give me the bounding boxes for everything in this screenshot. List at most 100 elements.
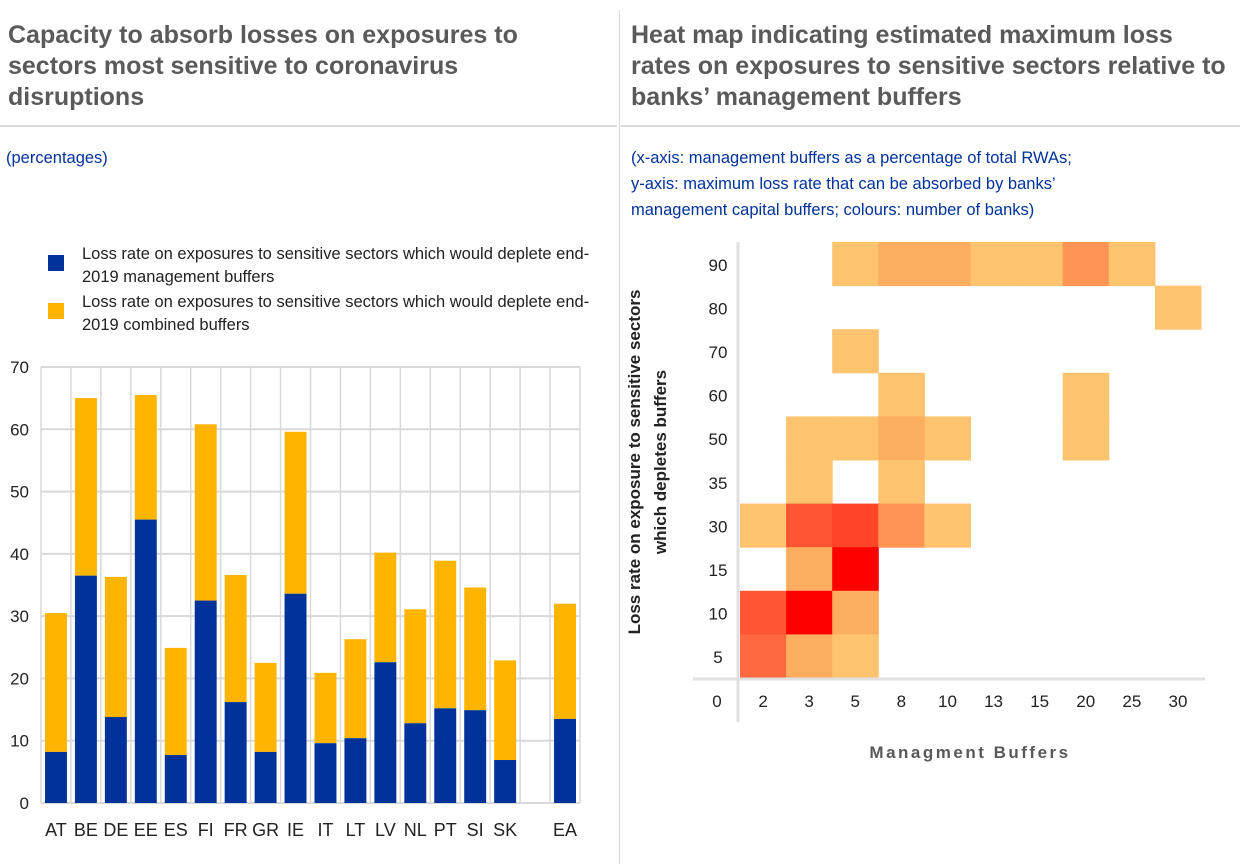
x-tick-label: SI [467,820,484,840]
heatmap-cell [970,242,1018,287]
bar-combined-buffers [134,395,157,520]
bar-management-buffers [224,702,247,803]
heatmap-cell [832,416,879,461]
heatmap-cell [924,416,971,461]
right-title: Heat map indicating estimated maximum lo… [631,21,1226,111]
bar-management-buffers [404,723,427,803]
x-tick-label: 3 [804,692,813,711]
x-tick-label: NL [404,820,427,840]
bar-management-buffers [74,575,97,803]
y-tick-label: 20 [10,669,29,688]
x-tick-label: 5 [851,692,860,711]
bar-management-buffers [194,600,217,803]
bar-combined-buffers [434,560,457,709]
bar-management-buffers [134,519,157,803]
heatmap-cell [878,242,925,287]
divider [619,10,620,864]
heatmap-cell [786,590,833,635]
x-tick-label: 13 [984,692,1003,711]
heatmap-cell [832,503,879,548]
y-tick-label: 70 [709,343,728,362]
heatmap-cell [832,242,879,287]
heatmap-cell [832,547,879,592]
x-tick-label: FI [198,820,214,840]
bar-combined-buffers [45,613,67,752]
heatmap-cell [832,590,879,635]
bar-management-buffers [374,662,397,803]
bar-combined-buffers [464,587,487,711]
bar-management-buffers [254,751,277,803]
y-tick-label: 80 [709,299,728,318]
x-tick-label: 30 [1168,692,1187,711]
x-tick-label: LT [346,820,366,840]
bar-combined-buffers [74,398,97,576]
x-axis-title: Managment Buffers [869,743,1070,762]
bar-management-buffers [554,718,576,803]
x-tick-label: IT [317,820,333,840]
heatmap-cell [924,242,971,287]
heatmap-cell [1016,242,1064,287]
heatmap-cell [786,460,833,505]
right-subtitle: (x-axis: management buffers as a percent… [631,145,1072,223]
origin-label: 0 [712,692,721,711]
heatmap-cell [832,634,879,679]
y-axis-title-line: Loss rate on exposure to sensitive secto… [625,290,644,635]
bar-combined-buffers [284,431,307,594]
x-tick-label: 25 [1122,692,1141,711]
legend-swatch [48,255,64,271]
bar-management-buffers [464,710,487,803]
bar-management-buffers [164,755,187,803]
bar-combined-buffers [314,672,337,744]
bar-combined-buffers [194,424,217,601]
heatmap-cell [740,590,787,635]
y-tick-label: 35 [709,474,728,493]
heatmap-cell [878,460,925,505]
legend: Loss rate on exposures to sensitive sect… [48,243,608,339]
x-tick-label: 20 [1076,692,1095,711]
heatmap-cell [1108,242,1156,287]
y-tick-label: 70 [10,358,29,377]
x-tick-label: SK [493,820,517,840]
heatmap-cell [924,503,971,548]
x-tick-label: 10 [938,692,957,711]
bar-management-buffers [494,760,517,803]
heatmap-cell [1062,372,1110,417]
x-tick-label: BE [74,820,98,840]
heatmap-cell [878,372,925,417]
bar-combined-buffers [554,603,576,719]
x-tick-label: DE [103,820,128,840]
x-tick-label: PT [434,820,457,840]
divider [0,125,617,127]
bar-combined-buffers [254,662,277,752]
heatmap-cell [786,547,833,592]
legend-label: Loss rate on exposures to sensitive sect… [82,245,590,286]
x-tick-label: 2 [758,692,767,711]
bar-management-buffers [344,738,367,803]
y-tick-label: 0 [20,794,29,813]
y-tick-label: 50 [709,430,728,449]
subtitle-line: y-axis: maximum loss rate that can be ab… [631,175,1056,193]
x-tick-label: ES [164,820,188,840]
x-tick-label: FR [224,820,248,840]
bar-combined-buffers [404,609,427,724]
heatmap-cell [786,634,833,679]
legend-item: Loss rate on exposures to sensitive sect… [48,243,608,289]
bar-combined-buffers [104,576,127,718]
bar-management-buffers [284,593,307,803]
y-axis-title: Loss rate on exposure to sensitive secto… [625,290,670,635]
legend-label: Loss rate on exposures to sensitive sect… [82,293,590,334]
y-tick-label: 30 [10,607,29,626]
x-tick-label: LV [375,820,396,840]
bar-combined-buffers [374,552,397,663]
y-tick-label: 5 [713,648,722,667]
heatmap-cell [740,503,787,548]
x-tick-label: AT [45,820,67,840]
heatmap-cell [1154,285,1202,330]
y-tick-label: 60 [10,420,29,439]
heatmap-cell [832,329,879,374]
heatmap-cell [878,416,925,461]
heatmap-cell [740,634,787,679]
y-tick-label: 15 [709,561,728,580]
x-tick-label: IE [287,820,304,840]
